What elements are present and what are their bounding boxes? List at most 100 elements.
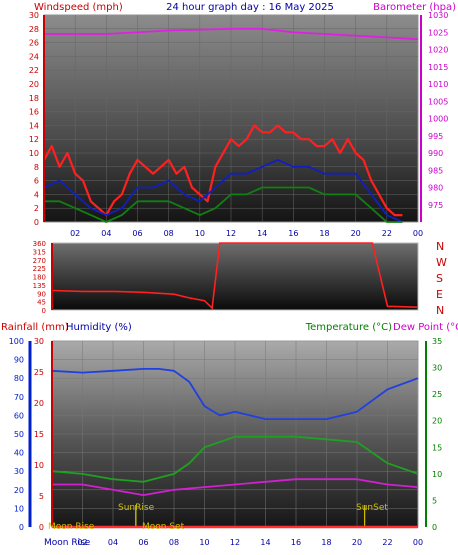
temperature-tick-label: 15 (432, 443, 442, 452)
compass-labels: N W S E N (436, 240, 447, 317)
wind-tick-label: 14 (29, 121, 39, 130)
sunset-label: SunSet (356, 503, 388, 513)
hour-tick-label: 22 (382, 538, 392, 547)
dew-point-axis-title: Dew Point (°C) (393, 322, 458, 333)
barometer-axis-title: Barometer (hpa) (373, 2, 456, 13)
wind-tick-label: 12 (29, 135, 39, 144)
humidity-axis-title: Humidity (%) (66, 322, 132, 333)
rainfall-axis-title: Rainfall (mm) (1, 322, 69, 333)
rainfall-tick-label: 10 (34, 461, 44, 470)
humidity-tick-label: 50 (14, 430, 24, 439)
wind-tick-label: 16 (29, 108, 39, 117)
temperature-tick-label: 20 (432, 417, 442, 426)
direction-tick-label: 135 (33, 282, 46, 290)
gust-line (43, 124, 403, 217)
moon-rise-label: Moon Rise (48, 522, 95, 532)
direction-tick-label: 90 (37, 290, 46, 298)
hour-tick-label: 00 (413, 538, 423, 547)
direction-tick-label: 0 (42, 307, 46, 315)
hour-tick-label: 12 (226, 229, 236, 238)
hour-tick-label: 16 (288, 229, 298, 238)
direction-tick-label: 270 (33, 257, 46, 265)
wind-tick-label: 24 (29, 52, 39, 61)
hour-tick-label: 14 (257, 229, 267, 238)
barometer-tick-label: 980 (428, 184, 443, 193)
hour-tick-label: 06 (132, 229, 142, 238)
wind-tick-label: 4 (34, 190, 39, 199)
compass-e: E (436, 288, 443, 301)
temperature-tick-label: 10 (432, 470, 442, 479)
wind-tick-label: 8 (34, 163, 39, 172)
hour-tick-label: 14 (260, 538, 270, 547)
dew-line (52, 478, 419, 496)
barometer-tick-label: 985 (428, 166, 443, 175)
wind_green-line (44, 186, 403, 223)
barometer-tick-label: 1010 (428, 80, 448, 89)
hour-tick-label: 22 (382, 229, 392, 238)
temperature-tick-label: 5 (432, 496, 437, 505)
windspeed-axis-title: Windspeed (mph) (34, 2, 123, 13)
direction-tick-label: 180 (33, 274, 46, 282)
compass-s: S (436, 272, 443, 285)
humidity-tick-label: 40 (14, 449, 24, 458)
wind-tick-label: 20 (29, 80, 39, 89)
compass-n-top: N (436, 240, 444, 253)
humidity-tick-label: 0 (19, 523, 24, 532)
hour-tick-label: 16 (291, 538, 301, 547)
rainfall-tick-label: 25 (34, 368, 44, 377)
wind-tick-label: 30 (29, 11, 39, 20)
humidity-tick-label: 80 (14, 374, 24, 383)
barometer-tick-label: 1000 (428, 115, 448, 124)
compass-n-bottom: N (436, 304, 444, 317)
baro-line (44, 27, 419, 41)
humidity-line (51, 368, 419, 420)
direction-tick-label: 315 (33, 248, 46, 256)
wind_avg_blue-line (43, 159, 403, 223)
rainfall-tick-label: 5 (39, 492, 44, 501)
wind-tick-label: 22 (29, 66, 39, 75)
wind-tick-label: 2 (34, 204, 39, 213)
temperature-line (51, 435, 419, 483)
hour-tick-label: 02 (70, 229, 80, 238)
hour-tick-label: 04 (101, 229, 111, 238)
hour-tick-label: 18 (319, 229, 329, 238)
humidity-tick-label: 70 (14, 393, 24, 402)
rainfall-tick-label: 30 (34, 337, 44, 346)
wind-tick-label: 0 (34, 218, 39, 227)
temperature-tick-label: 30 (432, 364, 442, 373)
direction-tick-label: 45 (37, 299, 46, 307)
barometer-tick-label: 995 (428, 132, 443, 141)
barometer-tick-label: 1015 (428, 63, 448, 72)
humidity-tick-label: 10 (14, 504, 24, 513)
humidity-tick-label: 90 (14, 356, 24, 365)
wind-tick-label: 26 (29, 39, 39, 48)
chart-title: 24 hour graph day : 16 May 2025 (166, 2, 334, 13)
hour-tick-label: 20 (351, 229, 361, 238)
hour-tick-label: 08 (164, 229, 174, 238)
wind-direction-line (51, 242, 419, 310)
hour-tick-label: 18 (321, 538, 331, 547)
wind-tick-label: 28 (29, 25, 39, 34)
barometer-tick-label: 975 (428, 201, 443, 210)
temperature-tick-label: 0 (432, 523, 437, 532)
wind-tick-label: 10 (29, 149, 39, 158)
humidity-tick-label: 20 (14, 486, 24, 495)
humidity-tick-label: 60 (14, 411, 24, 420)
temperature-axis-title: Temperature (°C) (305, 322, 392, 333)
barometer-tick-label: 1020 (428, 46, 448, 55)
humidity-tick-label: 30 (14, 467, 24, 476)
hour-tick-label: 00 (413, 229, 423, 238)
hour-tick-label: 06 (138, 538, 148, 547)
sunrise-label: SunRise (118, 503, 155, 513)
wind-tick-label: 6 (34, 177, 39, 186)
direction-panel-bg (51, 242, 419, 311)
barometer-tick-label: 990 (428, 149, 443, 158)
hour-tick-label: 10 (195, 229, 205, 238)
rainfall-tick-label: 0 (39, 523, 44, 532)
hour-tick-label: 04 (108, 538, 118, 547)
barometer-tick-label: 1030 (428, 11, 448, 20)
rainfall-tick-label: 20 (34, 399, 44, 408)
hour-tick-label: 08 (169, 538, 179, 547)
rainfall-tick-label: 15 (34, 430, 44, 439)
